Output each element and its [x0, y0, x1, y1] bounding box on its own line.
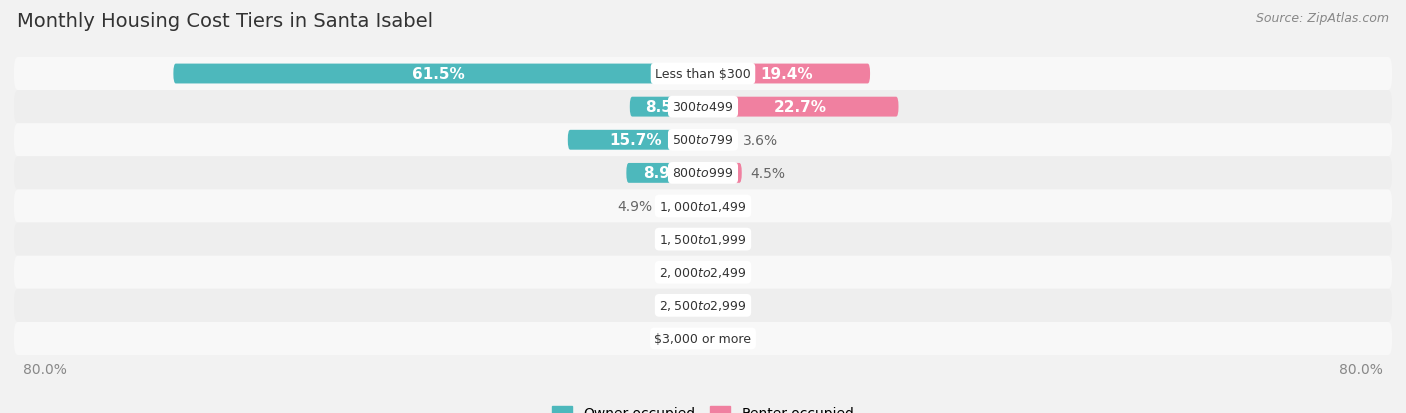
FancyBboxPatch shape	[703, 164, 742, 183]
Text: 3.6%: 3.6%	[742, 133, 778, 147]
Text: 0.0%: 0.0%	[659, 332, 695, 346]
Text: 0.0%: 0.0%	[711, 233, 747, 247]
FancyBboxPatch shape	[703, 97, 898, 117]
Text: $1,000 to $1,499: $1,000 to $1,499	[659, 199, 747, 214]
Legend: Owner-occupied, Renter-occupied: Owner-occupied, Renter-occupied	[546, 401, 860, 413]
Text: $1,500 to $1,999: $1,500 to $1,999	[659, 233, 747, 247]
Text: $2,000 to $2,499: $2,000 to $2,499	[659, 266, 747, 280]
FancyBboxPatch shape	[14, 256, 1392, 289]
FancyBboxPatch shape	[173, 64, 703, 84]
Text: $2,500 to $2,999: $2,500 to $2,999	[659, 299, 747, 313]
Text: Less than $300: Less than $300	[655, 68, 751, 81]
Text: 4.5%: 4.5%	[751, 166, 786, 180]
Text: 0.0%: 0.0%	[659, 233, 695, 247]
FancyBboxPatch shape	[14, 223, 1392, 256]
Text: 0.0%: 0.0%	[659, 299, 695, 313]
Text: Monthly Housing Cost Tiers in Santa Isabel: Monthly Housing Cost Tiers in Santa Isab…	[17, 12, 433, 31]
Text: $300 to $499: $300 to $499	[672, 101, 734, 114]
FancyBboxPatch shape	[14, 157, 1392, 190]
Text: 4.9%: 4.9%	[617, 199, 652, 214]
FancyBboxPatch shape	[568, 131, 703, 150]
Text: 8.9%: 8.9%	[644, 166, 686, 181]
FancyBboxPatch shape	[699, 263, 703, 282]
Text: 19.4%: 19.4%	[761, 67, 813, 82]
Text: 22.7%: 22.7%	[775, 100, 827, 115]
Text: Source: ZipAtlas.com: Source: ZipAtlas.com	[1256, 12, 1389, 25]
Text: 0.0%: 0.0%	[711, 199, 747, 214]
FancyBboxPatch shape	[14, 190, 1392, 223]
FancyBboxPatch shape	[661, 197, 703, 216]
Text: 80.0%: 80.0%	[1340, 363, 1384, 376]
Text: 0.0%: 0.0%	[711, 299, 747, 313]
Text: 61.5%: 61.5%	[412, 67, 464, 82]
FancyBboxPatch shape	[630, 97, 703, 117]
Text: 15.7%: 15.7%	[609, 133, 662, 148]
Text: 8.5%: 8.5%	[645, 100, 688, 115]
FancyBboxPatch shape	[703, 64, 870, 84]
FancyBboxPatch shape	[14, 58, 1392, 91]
FancyBboxPatch shape	[703, 131, 734, 150]
FancyBboxPatch shape	[14, 91, 1392, 124]
FancyBboxPatch shape	[14, 124, 1392, 157]
Text: $800 to $999: $800 to $999	[672, 167, 734, 180]
Text: $500 to $799: $500 to $799	[672, 134, 734, 147]
FancyBboxPatch shape	[14, 322, 1392, 355]
Text: 0.5%: 0.5%	[655, 266, 690, 280]
Text: $3,000 or more: $3,000 or more	[655, 332, 751, 345]
FancyBboxPatch shape	[626, 164, 703, 183]
Text: 0.0%: 0.0%	[711, 266, 747, 280]
Text: 0.0%: 0.0%	[711, 332, 747, 346]
FancyBboxPatch shape	[14, 289, 1392, 322]
Text: 80.0%: 80.0%	[22, 363, 66, 376]
